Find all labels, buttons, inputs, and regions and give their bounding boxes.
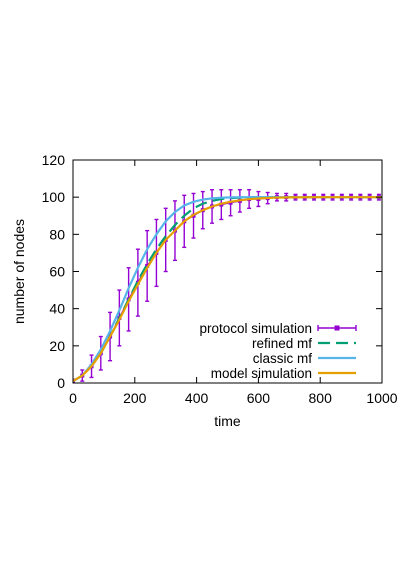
series-refined-mf-line [73,196,382,383]
y-axis-label: number of nodes [11,219,27,324]
y-tick-label: 120 [42,152,66,168]
x-tick-label: 1000 [366,390,397,406]
legend-marker [334,325,340,331]
x-tick-label: 600 [247,390,271,406]
x-tick-label: 800 [309,390,333,406]
x-tick-label: 400 [185,390,209,406]
x-tick-label: 200 [123,390,147,406]
x-axis-label: time [214,413,241,429]
y-tick-label: 100 [42,189,66,205]
legend-sample [317,325,357,331]
x-tick-label: 0 [69,390,77,406]
y-tick-label: 60 [49,264,65,280]
y-tick-label: 40 [49,301,65,317]
series-protocol-simulation [73,189,381,383]
plot-frame [72,159,383,384]
legend-label: model simulation [211,366,312,381]
series-classic-mf-line [73,196,382,383]
legend-label: classic mf [253,351,313,366]
series-protocol-simulation-line [73,196,379,382]
y-tick-label: 80 [49,226,65,242]
series-model-simulation-line [73,196,382,383]
legend-label: protocol simulation [199,321,312,336]
y-tick-label: 0 [57,375,65,391]
data-layer [73,189,382,383]
y-tick-label: 20 [49,338,65,354]
legend-label: refined mf [252,336,312,351]
